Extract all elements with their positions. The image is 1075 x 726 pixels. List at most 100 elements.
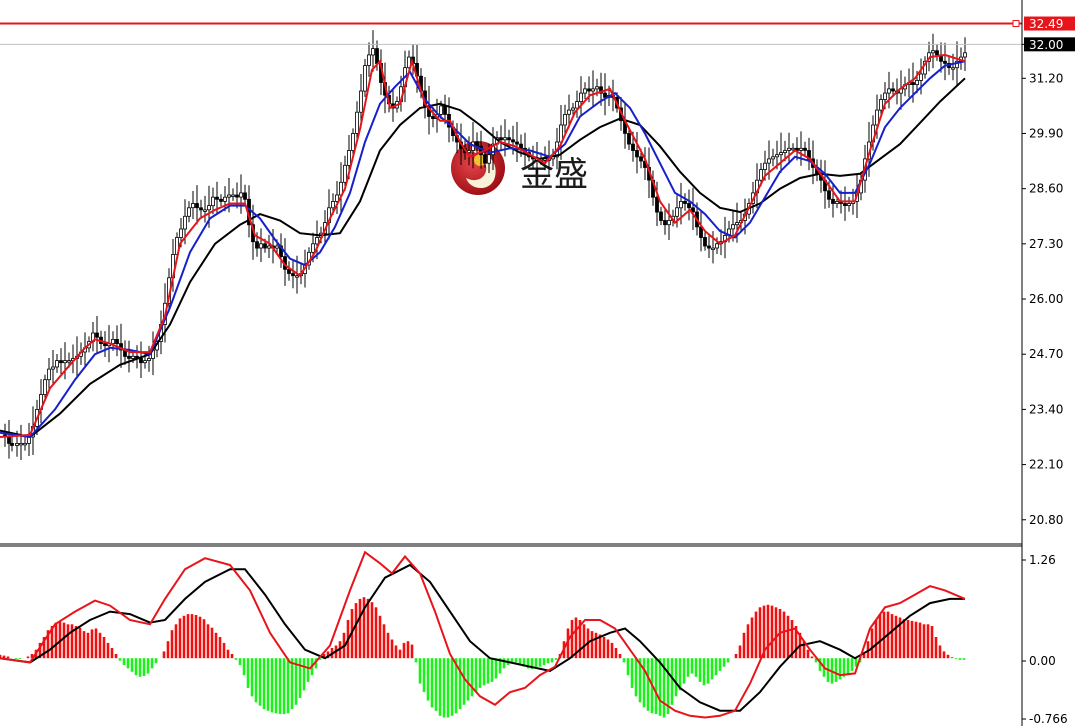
candle-body bbox=[715, 243, 719, 249]
candle-body bbox=[687, 203, 691, 209]
candle-body bbox=[711, 247, 715, 251]
candle-body bbox=[59, 360, 63, 364]
candle-body bbox=[663, 220, 667, 226]
candle-body bbox=[635, 150, 639, 158]
candle-body bbox=[215, 196, 219, 200]
histogram-bar-positive bbox=[742, 632, 746, 659]
histogram-bar-negative bbox=[470, 658, 474, 697]
histogram-bar-positive bbox=[810, 656, 814, 659]
histogram-bar-negative bbox=[630, 658, 634, 688]
histogram-bar-negative bbox=[514, 658, 518, 663]
histogram-bar-positive bbox=[582, 624, 586, 659]
candle-body bbox=[767, 158, 771, 164]
histogram-bar-positive bbox=[6, 656, 10, 659]
candle-body bbox=[199, 207, 203, 211]
candle-body bbox=[443, 105, 447, 115]
histogram-bar-positive bbox=[82, 631, 86, 659]
histogram-bar-positive bbox=[898, 617, 902, 659]
histogram-bar-positive bbox=[106, 642, 110, 659]
candle-body bbox=[207, 205, 211, 211]
histogram-bar-positive bbox=[0, 654, 2, 659]
histogram-bar-positive bbox=[918, 622, 922, 659]
histogram-bar-positive bbox=[902, 619, 906, 659]
histogram-bar-negative bbox=[666, 658, 670, 715]
histogram-bar-negative bbox=[118, 658, 122, 661]
current-price-label: 32.00 bbox=[1029, 38, 1063, 52]
candle-body bbox=[275, 245, 279, 249]
histogram-bar-positive bbox=[922, 624, 926, 659]
histogram-bar-negative bbox=[126, 658, 130, 669]
histogram-bar-negative bbox=[674, 658, 678, 697]
histogram-bar-positive bbox=[590, 631, 594, 659]
price-tick-label: 24.70 bbox=[1029, 347, 1063, 361]
histogram-bar-negative bbox=[430, 658, 434, 708]
histogram-bar-negative bbox=[282, 658, 286, 715]
candle-body bbox=[915, 80, 919, 86]
histogram-bar-positive bbox=[74, 626, 78, 659]
moving-averages bbox=[0, 53, 966, 439]
histogram-bar-negative bbox=[722, 658, 726, 667]
candle-body bbox=[911, 82, 915, 85]
histogram-bar-positive bbox=[114, 654, 118, 659]
histogram-bar-positive bbox=[566, 628, 570, 659]
candle-body bbox=[779, 152, 783, 156]
histogram-bar-negative bbox=[698, 658, 702, 682]
histogram-bar-positive bbox=[874, 620, 878, 659]
histogram-bar-negative bbox=[426, 658, 430, 701]
histogram-bar-positive bbox=[930, 626, 934, 659]
candle-body bbox=[935, 50, 939, 56]
histogram-bar-positive bbox=[78, 627, 82, 659]
histogram-bar-negative bbox=[478, 658, 482, 688]
histogram-bar-positive bbox=[214, 632, 218, 659]
candle-body bbox=[291, 273, 295, 277]
candle-body bbox=[835, 200, 839, 204]
histogram-bar-negative bbox=[150, 658, 154, 669]
histogram-bar-positive bbox=[178, 618, 182, 659]
candle-body bbox=[631, 143, 635, 151]
histogram-bar-negative bbox=[550, 658, 554, 663]
candle-body bbox=[503, 137, 507, 141]
histogram-bar-negative bbox=[710, 658, 714, 680]
histogram-bar-negative bbox=[130, 658, 134, 672]
candle-body bbox=[287, 268, 291, 274]
histogram-bar-negative bbox=[522, 658, 526, 667]
candle-body bbox=[627, 133, 631, 145]
candle-body bbox=[355, 111, 359, 134]
histogram-bar-positive bbox=[786, 615, 790, 659]
histogram-bar-positive bbox=[602, 637, 606, 659]
ma-slow-line bbox=[0, 77, 966, 439]
histogram-bar-positive bbox=[186, 614, 190, 659]
histogram-bar-negative bbox=[538, 658, 542, 667]
histogram-bar-positive bbox=[594, 632, 598, 659]
histogram-bar-positive bbox=[58, 621, 62, 659]
histogram-bar-negative bbox=[294, 658, 298, 705]
histogram-bar-negative bbox=[634, 658, 638, 697]
histogram-bar-negative bbox=[526, 658, 530, 669]
histogram-bar-negative bbox=[954, 658, 958, 659]
histogram-bar-positive bbox=[90, 629, 94, 659]
histogram-bar-negative bbox=[534, 658, 538, 669]
candle-body bbox=[595, 86, 599, 90]
histogram-bar-negative bbox=[530, 658, 534, 670]
candle-body bbox=[147, 358, 151, 361]
candle-body bbox=[831, 198, 835, 204]
price-tick-label: 29.90 bbox=[1029, 127, 1063, 141]
candle-body bbox=[563, 114, 567, 126]
candle-body bbox=[243, 192, 247, 200]
histogram-bar-positive bbox=[910, 620, 914, 659]
candle-body bbox=[239, 192, 243, 198]
candle-body bbox=[499, 137, 503, 141]
candle-body bbox=[887, 88, 891, 94]
candle-body bbox=[267, 245, 271, 249]
candle-body bbox=[67, 360, 71, 363]
histogram-bar-negative bbox=[302, 658, 306, 691]
histogram-bar-positive bbox=[98, 632, 102, 659]
candle-body bbox=[227, 194, 231, 198]
histogram-bar-positive bbox=[606, 639, 610, 659]
histogram-bar-positive bbox=[62, 622, 66, 659]
candle-body bbox=[931, 50, 935, 54]
candle-body bbox=[587, 88, 591, 92]
histogram-bar-negative bbox=[694, 658, 698, 677]
candle-body bbox=[111, 338, 115, 344]
